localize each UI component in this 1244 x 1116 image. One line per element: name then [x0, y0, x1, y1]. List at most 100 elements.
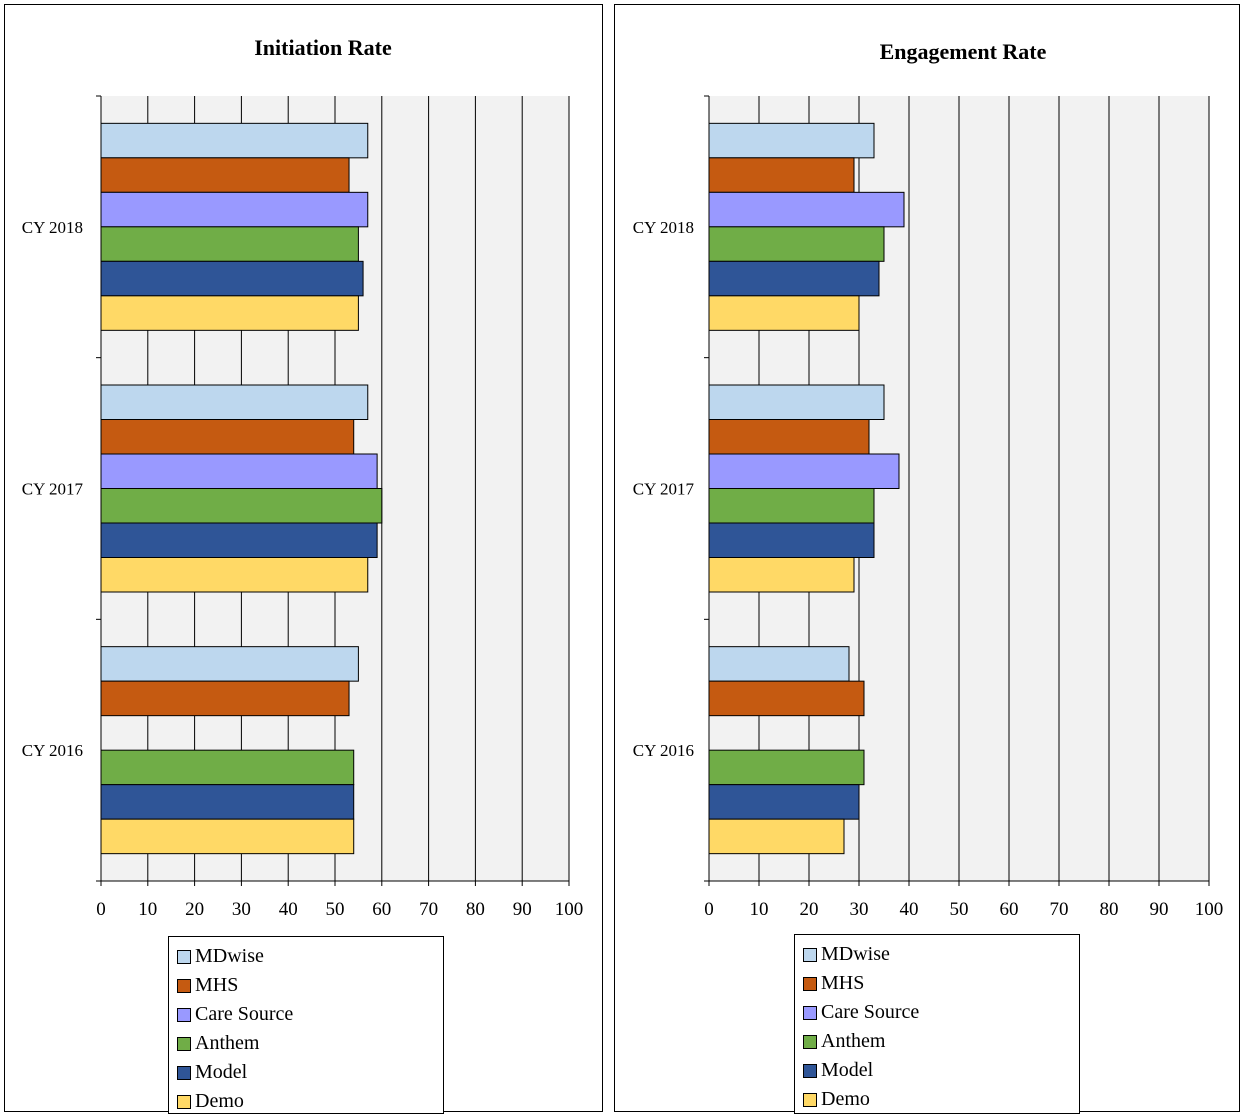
bar-cy-2018-demo: [708, 295, 860, 331]
x-tick-label: 70: [1050, 899, 1069, 920]
category-label: CY 2016: [633, 741, 694, 760]
legend-item-mhs: MHS: [177, 971, 443, 1000]
legend-label: Model: [821, 1059, 874, 1081]
chart-title: Engagement Rate: [880, 39, 1047, 64]
bar-cy-2016-anthem: [100, 749, 355, 786]
legend-swatch: [177, 1065, 191, 1080]
chart-title: Initiation Rate: [254, 35, 392, 60]
bar-cy-2016-mhs: [100, 680, 350, 717]
x-tick-label: 80: [466, 899, 485, 920]
x-tick-label: 40: [279, 899, 298, 920]
legend-label: MHS: [821, 972, 865, 994]
legend-swatch: [177, 949, 191, 964]
legend-label: Care Source: [195, 1003, 294, 1025]
x-tick-label: 40: [900, 899, 919, 920]
bar-cy-2018-mhs: [100, 157, 350, 193]
bar-cy-2016-mhs: [708, 680, 865, 717]
legend-label: Demo: [821, 1088, 870, 1110]
legend-item-demo: Demo: [803, 1085, 1079, 1114]
x-tick-label: 100: [555, 899, 584, 920]
bar-cy-2017-mhs: [708, 419, 870, 455]
x-tick-label: 0: [704, 899, 714, 920]
bar-cy-2018-demo: [100, 295, 359, 331]
bar-cy-2018-mhs: [708, 157, 855, 193]
legend-swatch: [803, 947, 817, 962]
legend-swatch: [803, 1092, 817, 1107]
legend-swatch: [177, 978, 191, 993]
legend-item-anthem: Anthem: [803, 1027, 1079, 1056]
bar-cy-2017-care-source: [100, 453, 378, 489]
bar-cy-2016-mdwise: [100, 646, 359, 682]
legend-label: MHS: [195, 974, 239, 996]
bar-cy-2018-anthem: [100, 226, 359, 262]
bar-cy-2016-mdwise: [708, 646, 850, 682]
bar-cy-2017-mhs: [100, 419, 355, 455]
bar-cy-2017-mdwise: [100, 384, 369, 420]
initiation-rate-chart: Initiation Rate CY 2018 CY 2017 CY 2016 0 10 2…: [22, 35, 584, 920]
bar-cy-2016-demo: [708, 818, 845, 855]
legend-swatch: [177, 1036, 191, 1051]
legend-swatch: [803, 1063, 817, 1078]
bar-cy-2017-model: [100, 522, 378, 558]
legend-label: Demo: [195, 1090, 244, 1112]
x-tick-label: 20: [185, 899, 204, 920]
engagement-rate-chart: Engagement Rate CY 2018 CY 2017 CY 2016 0 10 2…: [633, 39, 1224, 920]
legend-label: Anthem: [195, 1032, 260, 1054]
legend-item-model: Model: [803, 1056, 1079, 1085]
legend-label: Care Source: [821, 1001, 920, 1023]
category-label: CY 2017: [633, 480, 695, 499]
bar-cy-2018-mdwise: [708, 122, 875, 159]
initiation-rate-panel: Initiation Rate CY 2018 CY 2017 CY 2016 0 10 2…: [4, 4, 603, 1114]
legend-label: Anthem: [821, 1030, 886, 1052]
legend-swatch: [177, 1094, 191, 1109]
x-tick-label: 90: [1150, 899, 1169, 920]
x-tick-label: 0: [96, 899, 106, 920]
x-tick-label: 10: [138, 899, 157, 920]
legend-label: MDwise: [821, 943, 890, 965]
category-label: CY 2018: [22, 218, 83, 237]
x-tick-label: 100: [1195, 899, 1224, 920]
bar-cy-2016-anthem: [708, 749, 865, 786]
x-tick-label: 50: [326, 899, 345, 920]
x-tick-label: 60: [372, 899, 391, 920]
legend-swatch: [177, 1007, 191, 1022]
bar-cy-2018-model: [100, 260, 364, 297]
legend-item-anthem: Anthem: [177, 1029, 443, 1058]
legend-swatch: [803, 1034, 817, 1049]
bar-cy-2017-care-source: [708, 453, 900, 489]
legend-swatch: [803, 1005, 817, 1020]
bar-cy-2017-anthem: [100, 488, 383, 524]
bar-cy-2018-care-source: [708, 191, 905, 228]
bar-cy-2016-model: [708, 784, 860, 820]
bar-cy-2018-care-source: [100, 191, 369, 228]
engagement-rate-legend: MDwise MHS Care Source Anthem Model Demo: [794, 934, 1080, 1114]
legend-label: Model: [195, 1061, 248, 1083]
bar-cy-2017-anthem: [708, 488, 875, 524]
bar-cy-2017-demo: [100, 557, 369, 593]
x-tick-label: 30: [232, 899, 251, 920]
x-tick-label: 70: [419, 899, 438, 920]
x-tick-label: 90: [513, 899, 532, 920]
x-tick-label: 10: [750, 899, 769, 920]
engagement-rate-panel: Engagement Rate CY 2018 CY 2017 CY 2016 0 10 2…: [614, 4, 1240, 1114]
legend-item-mdwise: MDwise: [803, 940, 1079, 969]
bar-cy-2018-mdwise: [100, 122, 369, 159]
legend-item-mdwise: MDwise: [177, 942, 443, 971]
bar-cy-2016-model: [100, 784, 355, 820]
legend-item-care-source: Care Source: [803, 998, 1079, 1027]
x-tick-label: 20: [800, 899, 819, 920]
category-label: CY 2018: [633, 218, 694, 237]
bar-cy-2018-model: [708, 260, 880, 297]
category-label: CY 2016: [22, 741, 83, 760]
legend-item-model: Model: [177, 1058, 443, 1087]
x-tick-label: 80: [1100, 899, 1119, 920]
x-tick-label: 30: [850, 899, 869, 920]
legend-item-mhs: MHS: [803, 969, 1079, 998]
legend-item-demo: Demo: [177, 1087, 443, 1116]
legend-swatch: [803, 976, 817, 991]
bar-cy-2017-model: [708, 522, 875, 558]
initiation-rate-legend: MDwise MHS Care Source Anthem Model Demo: [168, 936, 444, 1114]
bar-cy-2018-anthem: [708, 226, 885, 262]
bar-cy-2017-demo: [708, 557, 855, 593]
x-tick-label: 60: [1000, 899, 1019, 920]
